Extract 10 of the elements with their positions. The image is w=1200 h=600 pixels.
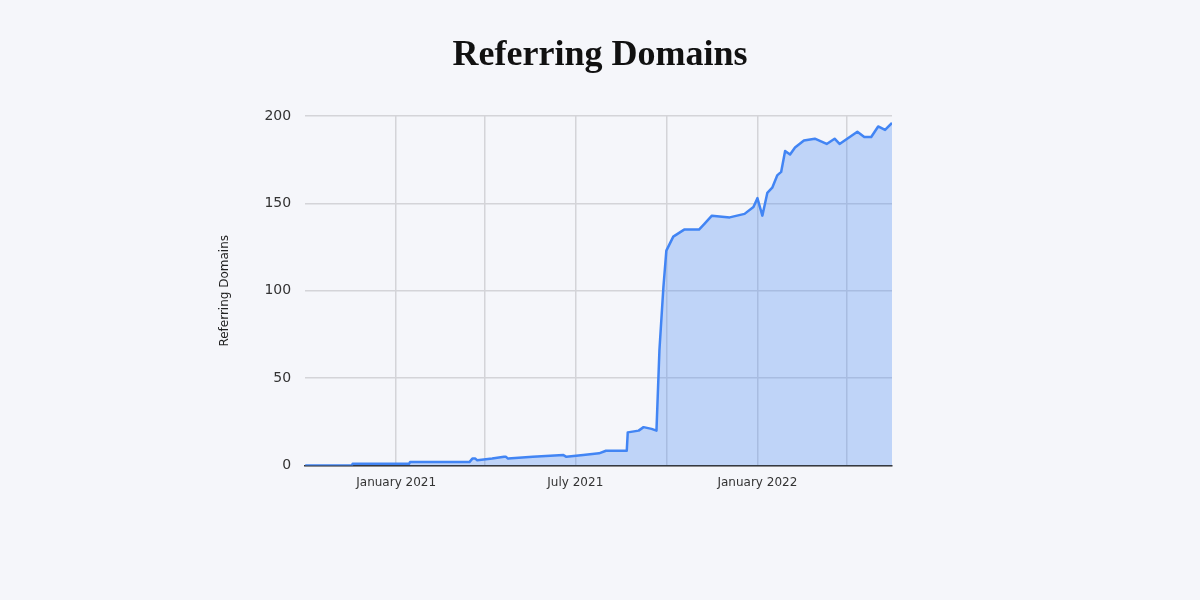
y-tick-label: 100: [264, 281, 292, 298]
x-tick-label: July 2021: [546, 474, 604, 489]
y-tick-label: 50: [273, 368, 292, 385]
y-tick-label: 150: [264, 194, 292, 211]
chart-title: Referring Domains: [451, 32, 749, 74]
y-axis-title: Referring Domains: [217, 234, 232, 347]
x-tick-label: January 2021: [355, 474, 437, 489]
x-tick-label: January 2022: [716, 474, 798, 489]
y-tick-label: 0: [282, 456, 292, 473]
y-tick-label: 200: [264, 106, 292, 123]
